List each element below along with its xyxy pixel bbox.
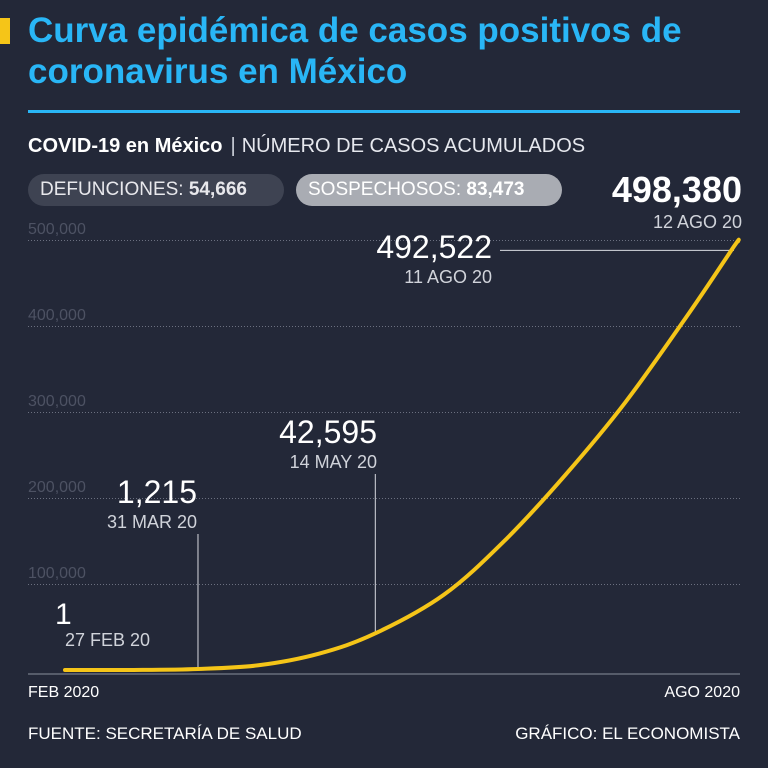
- source-note: FUENTE: SECRETARÍA DE SALUD: [28, 724, 302, 743]
- credit-note: GRÁFICO: EL ECONOMISTA: [515, 724, 740, 743]
- total-cases-value: 498,380: [611, 169, 742, 210]
- annotation-value: 492,522: [376, 229, 492, 265]
- annotation-date: 14 MAY 20: [290, 452, 377, 472]
- sospechosos-value: 83,473: [466, 179, 525, 200]
- subtitle: COVID-19 en México | NÚMERO DE CASOS ACUMU…: [28, 134, 585, 158]
- defunciones-value: 54,666: [188, 179, 247, 200]
- y-tick-label: 200,000: [28, 479, 86, 496]
- subtitle-country: COVID-19 en México: [28, 135, 223, 157]
- defunciones-badge: DEFUNCIONES: 54,666: [28, 174, 284, 206]
- annotation-value: 1: [55, 598, 72, 631]
- annotation-date: 27 FEB 20: [65, 630, 150, 650]
- y-tick-label: 100,000: [28, 565, 86, 582]
- annotation-date: 11 AGO 20: [404, 267, 492, 287]
- sospechosos-badge: SOSPECHOSOS: 83,473: [296, 174, 562, 206]
- y-tick-label: 400,000: [28, 307, 86, 324]
- accent-bar: [0, 18, 10, 44]
- y-tick-label: 300,000: [28, 393, 86, 410]
- series-line: [63, 237, 741, 673]
- annotation-date: 31 MAR 20: [107, 512, 197, 532]
- annotation-value: 1,215: [117, 474, 197, 510]
- subtitle-separator: |: [230, 135, 236, 157]
- y-tick-label: 500,000: [28, 221, 86, 238]
- defunciones-label: DEFUNCIONES:: [40, 179, 184, 200]
- total-cases-date: 12 AGO 20: [652, 212, 742, 232]
- annotation-value: 42,595: [279, 414, 377, 450]
- page-title: Curva epidémica de casos positivos de co…: [28, 11, 682, 91]
- title-divider: [28, 110, 740, 113]
- subtitle-measure: NÚMERO DE CASOS ACUMULADOS: [241, 135, 586, 157]
- sospechosos-label: SOSPECHOSOS:: [308, 179, 462, 200]
- x-axis-end-label: AGO 2020: [664, 684, 740, 701]
- x-axis-start-label: FEB 2020: [28, 684, 99, 701]
